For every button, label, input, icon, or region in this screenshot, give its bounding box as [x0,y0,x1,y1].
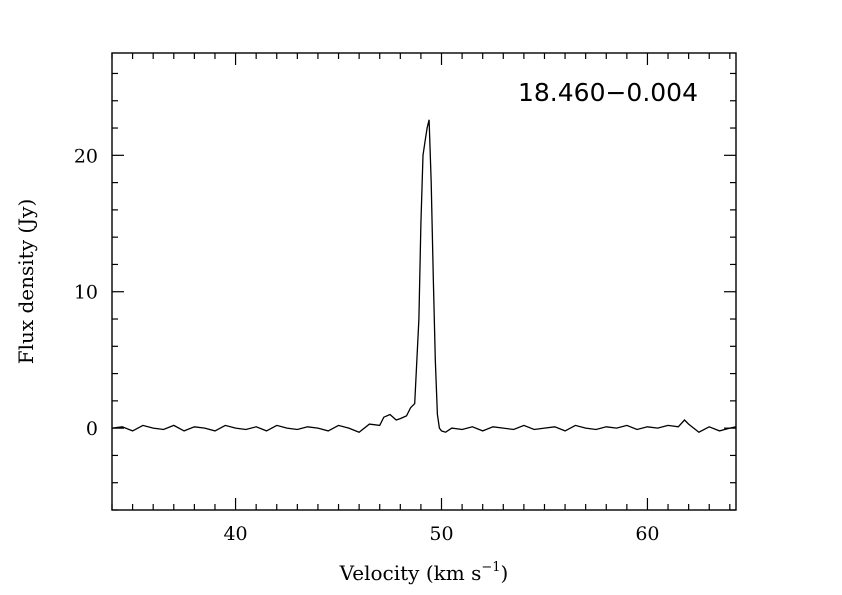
y-tick-label: 0 [86,418,98,440]
tick-labels: 40 50 60 0 10 20 [74,145,660,545]
x-axis-label-end: ) [501,561,509,585]
source-name-annotation: 18.460−0.004 [518,78,698,107]
major-ticks [112,53,736,510]
x-axis-label: Velocity (km s−1) [339,560,509,585]
x-axis-label-superscript: −1 [481,560,500,575]
x-axis-label-main: Velocity (km s [339,561,482,585]
spectrum-line [111,119,737,433]
y-tick-label: 10 [74,282,98,304]
x-tick-label: 60 [635,523,659,545]
y-tick-label: 20 [74,145,98,167]
plot-frame [111,52,737,511]
y-axis-label: Flux density (Jy) [14,199,38,365]
x-tick-label: 50 [429,523,453,545]
x-tick-label: 40 [223,523,247,545]
minor-ticks [111,53,736,511]
